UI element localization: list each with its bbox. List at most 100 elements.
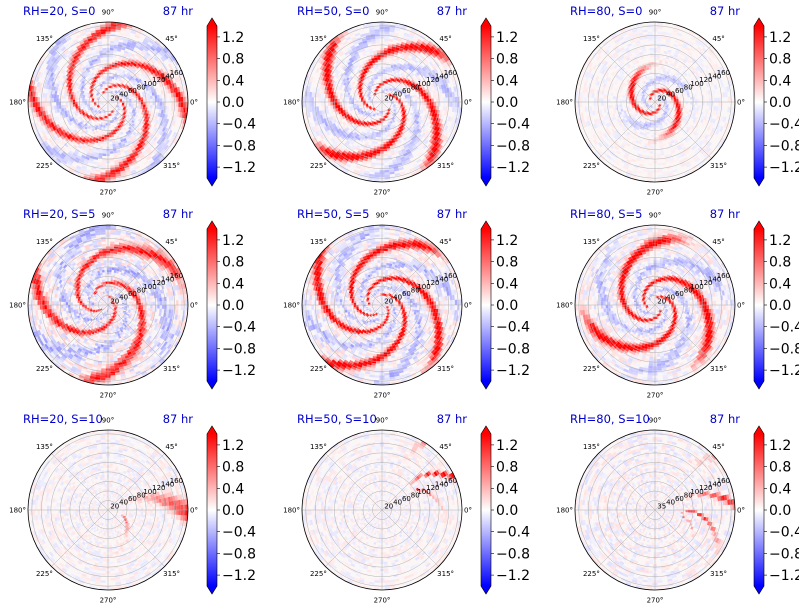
heatmap-cell: [376, 155, 381, 159]
heatmap-cell: [92, 61, 96, 65]
heatmap-cell: [385, 120, 388, 123]
heatmap-cell: [103, 90, 106, 94]
heatmap-cell: [394, 69, 398, 73]
heatmap-cell: [362, 147, 367, 152]
heatmap-cell: [366, 149, 370, 153]
heatmap-cell: [417, 96, 420, 100]
heatmap-cell: [122, 93, 126, 96]
heatmap-cell: [384, 105, 387, 108]
heatmap-cell: [135, 59, 140, 64]
heatmap-cell: [105, 90, 107, 93]
heatmap-cell: [412, 104, 415, 107]
heatmap-cell: [138, 104, 141, 107]
heatmap-cell: [387, 105, 390, 108]
heatmap-cell: [35, 70, 40, 77]
heatmap-cell: [439, 139, 444, 145]
heatmap-cell: [409, 112, 413, 116]
heatmap-cell: [117, 86, 120, 89]
heatmap-cell: [427, 149, 433, 155]
heatmap-cell: [352, 119, 356, 123]
heatmap-cell: [391, 89, 394, 93]
heatmap-cell: [137, 133, 142, 137]
heatmap-cell: [95, 130, 99, 134]
heatmap-cell: [432, 109, 436, 114]
heatmap-cell: [414, 126, 419, 131]
heatmap-cell: [405, 141, 410, 145]
heatmap-cell: [383, 153, 388, 157]
radial-tick-label: 80: [411, 83, 420, 91]
heatmap-cell: [57, 42, 64, 48]
heatmap-cell: [358, 85, 362, 89]
heatmap-cell: [396, 40, 402, 44]
heatmap-cell: [407, 36, 413, 41]
heatmap-cell: [341, 160, 347, 166]
heatmap-cell: [104, 134, 107, 138]
heatmap-cell: [119, 92, 122, 95]
heatmap-cell: [86, 100, 90, 102]
heatmap-cell: [115, 87, 118, 91]
heatmap-cell: [375, 124, 378, 128]
heatmap-cell: [113, 76, 116, 80]
heatmap-cell: [306, 102, 310, 108]
heatmap-cell: [140, 130, 144, 135]
heatmap-cell: [439, 134, 445, 140]
heatmap-cell: [319, 64, 325, 70]
heatmap-cell: [376, 132, 379, 135]
heatmap-cell: [80, 105, 83, 108]
heatmap-cell: [57, 87, 61, 92]
heatmap-cell: [158, 51, 164, 57]
heatmap-cell: [392, 134, 397, 138]
heatmap-cell: [387, 109, 390, 112]
heatmap-cell: [382, 90, 384, 93]
heatmap-cell: [369, 87, 372, 90]
heatmap-cell: [87, 58, 92, 62]
heatmap-cell: [122, 84, 125, 88]
heatmap-cell: [153, 72, 158, 77]
heatmap-cell: [435, 105, 439, 110]
heatmap-cell: [356, 100, 359, 102]
heatmap-cell: [393, 112, 397, 116]
heatmap-cell: [421, 157, 427, 163]
heatmap-cell: [382, 85, 384, 88]
heatmap-cell: [133, 100, 137, 102]
heatmap-cell: [97, 67, 100, 71]
heatmap-cell: [374, 31, 380, 35]
heatmap-cell: [112, 88, 115, 92]
heatmap-cell: [330, 128, 335, 134]
heatmap-cell: [374, 111, 377, 115]
heatmap-cell: [384, 80, 386, 84]
heatmap-cell: [171, 115, 175, 121]
heatmap-cell: [424, 152, 430, 158]
heatmap-cell: [132, 87, 136, 91]
heatmap-cell: [649, 97, 652, 100]
heatmap-cell: [55, 54, 61, 60]
heatmap-cell: [115, 123, 118, 127]
heatmap-cell: [371, 133, 374, 137]
heatmap-cell: [157, 79, 162, 84]
heatmap-cell: [406, 107, 410, 110]
heatmap-cell: [389, 95, 392, 97]
heatmap-cell: [344, 94, 348, 98]
heatmap-cell: [72, 119, 77, 124]
heatmap-cell: [66, 116, 70, 121]
heatmap-cell: [386, 88, 389, 92]
heatmap-cell: [302, 96, 305, 102]
heatmap-cell: [350, 83, 355, 87]
heatmap-cell: [313, 126, 318, 132]
heatmap-cell: [349, 108, 353, 112]
heatmap-cell: [387, 131, 390, 135]
heatmap-cell: [122, 135, 126, 140]
heatmap-cell: [345, 163, 352, 168]
heatmap-cell: [88, 71, 92, 75]
heatmap-cell: [378, 69, 381, 72]
heatmap-cell: [362, 40, 368, 44]
heatmap-cell: [383, 99, 386, 101]
heatmap-cell: [411, 171, 418, 177]
heatmap-cell: [654, 97, 655, 100]
heatmap-cell: [402, 65, 406, 69]
radial-tick-label: 20: [384, 94, 393, 102]
colorbar-outline: [206, 17, 218, 187]
heatmap-cell: [144, 74, 148, 79]
heatmap-cell: [124, 150, 129, 154]
heatmap-cell: [123, 138, 127, 142]
